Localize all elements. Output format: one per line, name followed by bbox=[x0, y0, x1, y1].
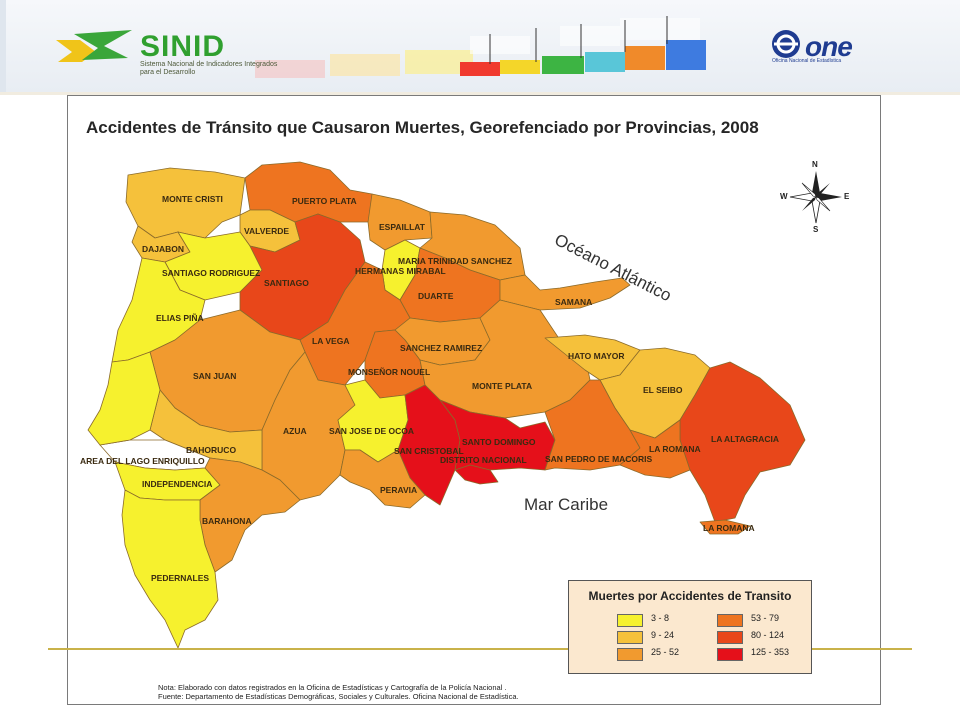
label-pedernales: PEDERNALES bbox=[151, 573, 210, 583]
label-san-juan: SAN JUAN bbox=[193, 371, 237, 381]
compass-south: S bbox=[813, 225, 819, 234]
legend: Muertes por Accidentes de Transito 3 - 8… bbox=[568, 580, 812, 674]
label-peravia: PERAVIA bbox=[380, 485, 418, 495]
label-samana: SAMANA bbox=[555, 297, 593, 307]
legend-label: 3 - 8 bbox=[651, 613, 670, 623]
legend-swatch bbox=[717, 648, 743, 661]
note-line-1: Nota: Elaborado con datos registrados en… bbox=[158, 683, 507, 692]
legend-swatch bbox=[617, 631, 643, 644]
one-logo-mark bbox=[772, 30, 800, 58]
legend-label: 9 - 24 bbox=[651, 630, 675, 640]
label-barahona: BARAHONA bbox=[202, 516, 252, 526]
legend-title: Muertes por Accidentes de Transito bbox=[588, 589, 792, 603]
label-espaillat: ESPAILLAT bbox=[379, 222, 425, 232]
label-la-romana: LA ROMANA bbox=[649, 444, 701, 454]
label-san-pedro-de-macoris: SAN PEDRO DE MACORIS bbox=[545, 454, 653, 464]
divider-line bbox=[48, 648, 912, 650]
banner-bars bbox=[255, 16, 706, 78]
label-bahoruco: BAHORUCO bbox=[186, 445, 237, 455]
compass-rose-icon: N S E W bbox=[776, 160, 856, 235]
legend-swatch bbox=[717, 614, 743, 627]
province-la-romana-island bbox=[699, 519, 751, 535]
label-hermanas-mirabal: HERMANAS MIRABAL bbox=[355, 266, 446, 276]
label-area-lago-enriquillo: AREA DEL LAGO ENRIQUILLO bbox=[80, 456, 205, 466]
label-santiago: SANTIAGO bbox=[264, 278, 309, 288]
compass-east: E bbox=[844, 192, 850, 201]
legend-label: 125 - 353 bbox=[751, 647, 790, 657]
banner-edge bbox=[0, 0, 6, 92]
header-banner: SINID Sistema Nacional de Indicadores In… bbox=[0, 0, 960, 95]
legend-label: 53 - 79 bbox=[751, 613, 780, 623]
label-monte-cristi: MONTE CRISTI bbox=[162, 194, 223, 204]
banner-graphics bbox=[56, 16, 800, 78]
note-line-2: Fuente: Departamento de Estadísticas Dem… bbox=[158, 692, 519, 701]
label-independencia: INDEPENDENCIA bbox=[142, 479, 213, 489]
label-dajabon: DAJABON bbox=[142, 244, 185, 254]
label-sanchez-ramirez: SANCHEZ RAMIREZ bbox=[400, 343, 483, 353]
label-la-altagracia: LA ALTAGRACIA bbox=[711, 434, 779, 444]
map-title: Accidentes de Tránsito que Causaron Muer… bbox=[86, 118, 759, 137]
legend-label: 25 - 52 bbox=[651, 647, 680, 657]
sea-label: Mar Caribe bbox=[524, 495, 609, 514]
one-logo-text: one bbox=[805, 31, 853, 62]
province-san-cristobal bbox=[397, 384, 461, 506]
label-monte-plata: MONTE PLATA bbox=[472, 381, 533, 391]
legend-label: 80 - 124 bbox=[751, 630, 785, 640]
province-la-romana bbox=[619, 419, 691, 479]
label-santo-domingo: SANTO DOMINGO bbox=[462, 437, 536, 447]
label-puerto-plata: PUERTO PLATA bbox=[292, 196, 357, 206]
label-maria-trinidad-sanchez: MARIA TRINIDAD SANCHEZ bbox=[398, 256, 512, 266]
legend-swatch bbox=[717, 631, 743, 644]
label-elias-pina: ELIAS PIÑA bbox=[156, 313, 204, 323]
compass-north: N bbox=[812, 160, 818, 169]
sinid-logo-subtitle: Sistema Nacional de Indicadores Integrad… bbox=[140, 61, 278, 76]
label-hato-mayor: HATO MAYOR bbox=[568, 351, 625, 361]
province-distrito-nacional bbox=[454, 464, 499, 485]
one-logo-subtitle: Oficina Nacional de Estadística bbox=[772, 58, 842, 64]
legend-swatch bbox=[617, 648, 643, 661]
province-monte-cristi bbox=[125, 167, 246, 239]
label-san-cristobal: SAN CRISTOBAL bbox=[394, 446, 464, 456]
sinid-logo-mark bbox=[56, 30, 132, 62]
label-san-jose-de-ocoa: SAN JOSE DE OCOA bbox=[329, 426, 415, 436]
compass-west: W bbox=[780, 192, 788, 201]
source-note: Nota: Elaborado con datos registrados en… bbox=[158, 683, 519, 701]
label-la-romana-island: LA ROMANA bbox=[703, 523, 755, 533]
sinid-logo-text: SINID bbox=[140, 30, 226, 63]
province-santo-domingo bbox=[439, 399, 556, 471]
label-duarte: DUARTE bbox=[418, 291, 454, 301]
label-azua: AZUA bbox=[283, 426, 307, 436]
label-santiago-rodriguez: SANTIAGO RODRIGUEZ bbox=[162, 268, 261, 278]
label-valverde: VALVERDE bbox=[244, 226, 290, 236]
label-monsenor-nouel: MONSEÑOR NOUEL bbox=[348, 367, 431, 377]
label-la-vega: LA VEGA bbox=[312, 336, 350, 346]
label-distrito-nacional: DISTRITO NACIONAL bbox=[440, 455, 527, 465]
province-peravia bbox=[339, 449, 426, 509]
province-samana bbox=[499, 274, 631, 311]
legend-swatch bbox=[617, 614, 643, 627]
label-el-seibo: EL SEIBO bbox=[643, 385, 683, 395]
province-pedernales bbox=[121, 489, 219, 649]
